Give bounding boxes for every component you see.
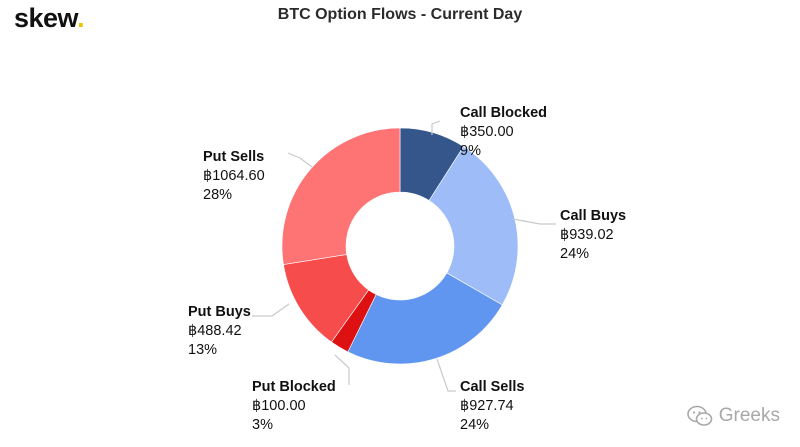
slice-label-name: Put Blocked	[252, 379, 336, 395]
slice-label-name: Put Buys	[188, 304, 251, 320]
wechat-icon	[686, 405, 713, 426]
watermark-text: Greeks	[718, 405, 780, 426]
slice-label-percent: 13%	[188, 342, 217, 358]
slice-call-sells	[347, 272, 503, 365]
slice-label-percent: 24%	[560, 246, 589, 262]
chart-leader-lines	[252, 120, 556, 392]
chart-slice-labels: Call Blocked ฿350.00 9% Call Buys ฿939.02 24%…	[188, 105, 626, 433]
leader-line-call-sells	[436, 358, 456, 392]
leader-line-call-buys	[512, 218, 556, 225]
slice-label-name: Put Sells	[203, 149, 264, 165]
slice-label-put-buys: Put Buys ฿488.42 13%	[188, 304, 251, 358]
leader-line-call-blocked	[431, 120, 441, 135]
chart-slices	[281, 127, 519, 365]
leader-line-put-sells	[287, 152, 313, 168]
slice-label-name: Call Sells	[460, 379, 524, 395]
slice-label-percent: 9%	[460, 143, 481, 159]
slice-label-value: ฿927.74	[460, 398, 514, 414]
slice-call-buys	[428, 146, 519, 306]
slice-label-name: Call Blocked	[460, 105, 547, 121]
slice-label-put-sells: Put Sells ฿1064.60 28%	[203, 149, 265, 203]
watermark: Greeks	[686, 405, 780, 427]
slice-label-call-sells: Call Sells ฿927.74 24%	[460, 379, 524, 433]
slice-label-percent: 24%	[460, 417, 489, 433]
slice-label-value: ฿1064.60	[203, 168, 265, 184]
slice-label-percent: 28%	[203, 187, 232, 203]
slice-label-put-blocked: Put Blocked ฿100.00 3%	[252, 379, 336, 433]
slice-label-call-blocked: Call Blocked ฿350.00 9%	[460, 105, 547, 159]
brand-logo-dot: .	[77, 3, 85, 33]
slice-label-value: ฿350.00	[460, 124, 514, 140]
slice-put-sells	[281, 127, 401, 265]
leader-line-put-buys	[252, 303, 290, 317]
slice-label-value: ฿488.42	[188, 323, 242, 339]
leader-line-put-blocked	[334, 354, 350, 385]
brand-logo-text: skew	[14, 3, 78, 33]
slice-label-value: ฿939.02	[560, 227, 614, 243]
brand-logo: skew.	[14, 3, 85, 34]
chart-title: BTC Option Flows - Current Day	[277, 6, 523, 23]
slice-label-call-buys: Call Buys ฿939.02 24%	[560, 208, 626, 262]
slice-label-name: Call Buys	[560, 208, 626, 224]
slice-label-value: ฿100.00	[252, 398, 306, 414]
slice-label-percent: 3%	[252, 417, 273, 433]
